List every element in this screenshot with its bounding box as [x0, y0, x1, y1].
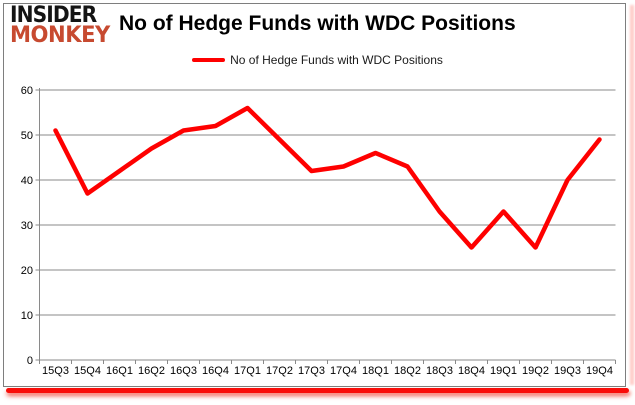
- x-axis-label: 17Q4: [330, 365, 357, 377]
- right-edge-glow: [630, 5, 634, 385]
- logo-insider-text: INSIDER: [10, 3, 97, 28]
- legend-line-swatch: [192, 58, 226, 62]
- x-axis-label: 18Q4: [458, 365, 485, 377]
- x-axis-label: 16Q1: [106, 365, 133, 377]
- y-axis-label: 60: [21, 85, 33, 97]
- y-axis-label: 30: [21, 220, 33, 232]
- chart-panel: [3, 3, 626, 387]
- x-axis-label: 15Q4: [74, 365, 101, 377]
- x-axis-label: 19Q1: [490, 365, 517, 377]
- series-line: [53, 105, 602, 250]
- x-axis-label: 19Q3: [554, 365, 581, 377]
- y-axis-label: 20: [21, 265, 33, 277]
- x-axis-label: 19Q4: [586, 365, 613, 377]
- legend-label: No of Hedge Funds with WDC Positions: [230, 53, 443, 67]
- x-axis-label: 16Q4: [202, 365, 229, 377]
- x-axis-label: 16Q3: [170, 365, 197, 377]
- x-axis-label: 19Q2: [522, 365, 549, 377]
- logo-monkey-text: MONKEY: [10, 23, 110, 48]
- x-axis-label: 17Q1: [234, 365, 261, 377]
- x-axis-label: 16Q2: [138, 365, 165, 377]
- legend: No of Hedge Funds with WDC Positions: [0, 53, 635, 67]
- chart-title: No of Hedge Funds with WDC Positions: [119, 12, 516, 35]
- x-axis-label: 18Q1: [362, 365, 389, 377]
- x-axis-label: 17Q3: [298, 365, 325, 377]
- x-axis-label: 18Q3: [426, 365, 453, 377]
- x-axis-label: 18Q2: [394, 365, 421, 377]
- y-axis-label: 10: [21, 310, 33, 322]
- y-axis-label: 50: [21, 130, 33, 142]
- y-axis-label: 0: [27, 355, 33, 367]
- red-divider-bar: [6, 388, 629, 393]
- insider-monkey-logo: INSIDER MONKEY: [10, 3, 114, 48]
- y-axis-label: 40: [21, 175, 33, 187]
- x-axis-label: 17Q2: [266, 365, 293, 377]
- x-axis-label: 15Q3: [42, 365, 69, 377]
